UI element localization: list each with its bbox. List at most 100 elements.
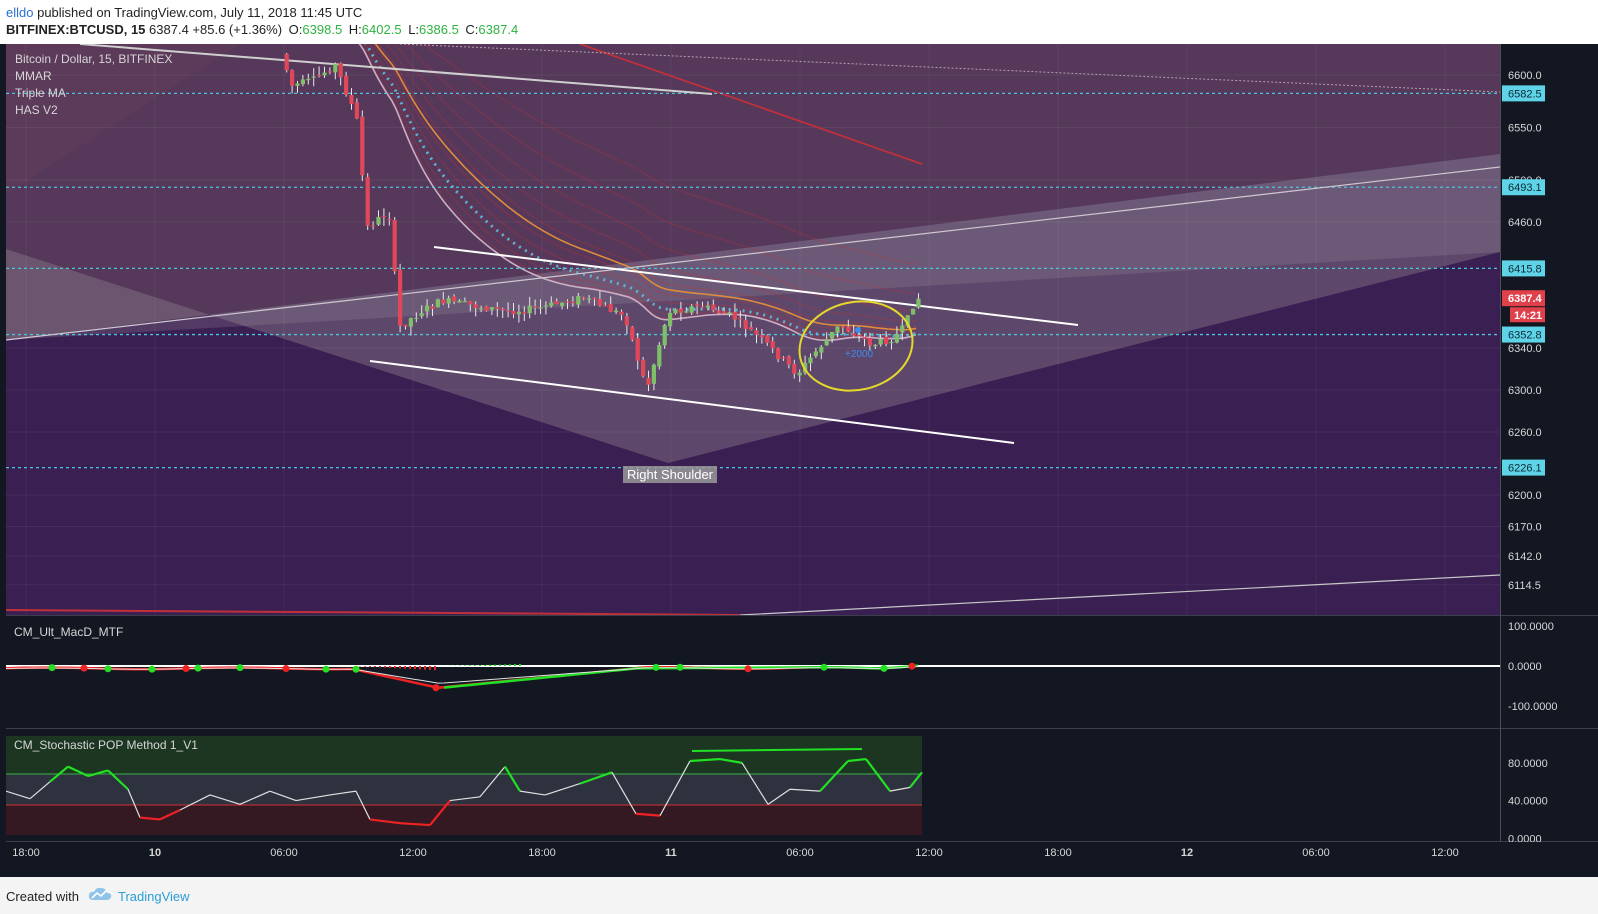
- ma-ribbon-line: [405, 44, 917, 294]
- macd-pane[interactable]: CM_Ult_MacD_MTF: [5, 625, 1500, 692]
- candle: [468, 300, 473, 305]
- candle: [722, 311, 727, 314]
- stoch-line-segment: [659, 760, 691, 816]
- candle: [884, 336, 889, 345]
- candle: [727, 312, 732, 315]
- stoch-line-segment: [579, 771, 613, 785]
- ma-slow-line: [579, 44, 923, 165]
- candle: [295, 83, 300, 86]
- highlight-ellipse: [798, 300, 914, 392]
- tradingview-cloud-icon[interactable]: [88, 886, 112, 902]
- candle: [365, 177, 370, 226]
- legend-indicator-mmar[interactable]: MMAR: [15, 69, 52, 83]
- close-value: 6387.4: [478, 22, 519, 37]
- macd-dot: [820, 663, 828, 671]
- legend-indicator-has-v2[interactable]: HAS V2: [15, 103, 58, 117]
- stoch-line-segment: [479, 766, 506, 798]
- macd-tick-label: -100.0000: [1508, 701, 1558, 713]
- candle: [284, 53, 289, 71]
- close-label: C:: [465, 22, 479, 37]
- time-tick-label: 06:00: [786, 847, 814, 859]
- low-value: 6386.5: [419, 22, 459, 37]
- candle: [619, 311, 624, 315]
- legend-indicator-triple-ma[interactable]: Triple MA: [15, 86, 66, 100]
- chart-header: elldo published on TradingView.com, July…: [0, 0, 1598, 44]
- candle: [387, 218, 392, 221]
- ma-ribbon-line: [362, 44, 917, 339]
- time-tick-label: 12:00: [1431, 847, 1459, 859]
- stoch-line-segment: [329, 790, 357, 796]
- stochastic-pane[interactable]: CM_Stochastic POP Method 1_V1: [6, 736, 923, 835]
- macd-dot: [908, 662, 916, 670]
- stoch-line-segment: [889, 786, 911, 792]
- candle: [786, 356, 791, 365]
- macd-dot: [282, 665, 290, 673]
- macd-dot: [104, 665, 112, 673]
- candle: [759, 335, 764, 338]
- candle: [489, 307, 494, 310]
- stoch-mid-zone: [6, 774, 922, 805]
- stoch-title: CM_Stochastic POP Method 1_V1: [14, 738, 198, 752]
- candle: [624, 316, 629, 326]
- stoch-line-segment: [67, 765, 89, 778]
- candle: [738, 318, 743, 320]
- stoch-line-segment: [295, 794, 331, 802]
- candle: [403, 324, 408, 327]
- price-level-tag: [1502, 179, 1545, 196]
- price-tick-label: 6170.0: [1508, 522, 1542, 534]
- open-label: O:: [288, 22, 303, 37]
- candle: [446, 298, 451, 304]
- price-level-label: 6493.1: [1508, 182, 1542, 194]
- stoch-line-segment: [269, 790, 297, 802]
- candle: [673, 309, 678, 314]
- candle: [435, 299, 440, 308]
- candle: [700, 306, 705, 308]
- candle: [376, 216, 381, 225]
- price-tick-label: 6142.0: [1508, 551, 1542, 563]
- macd-tick-label: 100.0000: [1508, 621, 1554, 633]
- candle: [506, 310, 511, 312]
- candle: [711, 304, 716, 311]
- candle: [770, 341, 775, 349]
- time-tick-label: 12: [1181, 847, 1193, 859]
- candle: [581, 297, 586, 299]
- dotted-trendline: [399, 44, 1500, 93]
- time-tick-label: 11: [665, 847, 677, 859]
- candle: [290, 70, 295, 86]
- stoch-line-segment: [611, 771, 637, 815]
- price-tick-label: 6340.0: [1508, 343, 1542, 355]
- chart-canvas[interactable]: +2000 Right Shoulder Bitcoin / Dollar, 1…: [0, 44, 1598, 877]
- stoch-line-segment: [449, 796, 481, 802]
- candle: [911, 308, 916, 315]
- candle: [813, 351, 818, 357]
- macd-axis[interactable]: 100.0000 0.0000 -100.0000: [1508, 621, 1558, 713]
- stoch-line-segment: [429, 799, 451, 826]
- stoch-line-segment: [29, 781, 51, 800]
- candle: [705, 305, 710, 308]
- candle: [597, 299, 602, 306]
- time-axis[interactable]: 18:00 10 06:00 12:00 18:00 11 06:00 12:00 18:00 1…: [12, 847, 1459, 859]
- candle: [522, 311, 527, 314]
- candle: [743, 320, 748, 330]
- author-link[interactable]: elldo: [6, 5, 34, 20]
- price-change: +85.6 (+1.36%): [192, 22, 283, 37]
- tradingview-link[interactable]: TradingView: [118, 889, 190, 904]
- price-tick-label: 6460.0: [1508, 217, 1542, 229]
- symbol-label: BITFINEX:BTCUSD, 15: [6, 22, 146, 37]
- right-shoulder-label: Right Shoulder: [627, 467, 714, 482]
- price-tick-label: 6600.0: [1508, 70, 1542, 82]
- stoch-line-segment: [865, 758, 891, 792]
- stoch-line-segment: [909, 771, 923, 789]
- candle: [873, 344, 878, 347]
- stoch-line-segment: [544, 783, 581, 796]
- stoch-line-segment: [209, 794, 241, 805]
- high-label: H:: [348, 22, 362, 37]
- candle: [651, 364, 656, 384]
- price-axis[interactable]: 6600.06550.06500.06460.06340.06300.06260…: [1501, 44, 1598, 615]
- time-tick-label: 12:00: [399, 847, 427, 859]
- candle: [835, 326, 840, 333]
- candle: [732, 311, 737, 320]
- stoch-line-segment: [819, 760, 849, 792]
- candle: [317, 75, 322, 77]
- circle-note: +2000: [845, 349, 874, 360]
